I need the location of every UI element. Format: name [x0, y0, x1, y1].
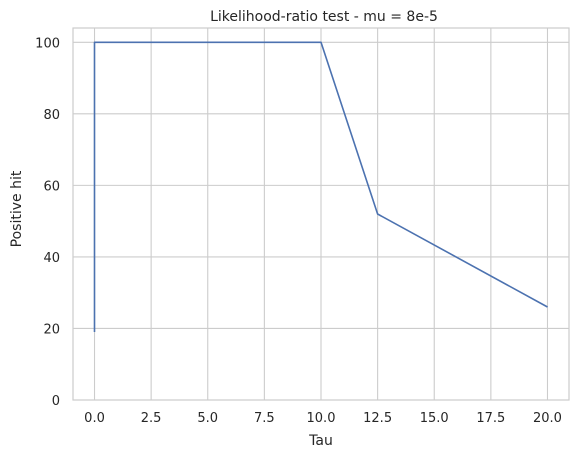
x-tick-labels: 0.0 2.5 5.0 7.5 10.0 12.5 15.0 17.5 20.0 [84, 411, 562, 426]
y-tick-label: 0 [52, 394, 60, 409]
x-tick-label: 0.0 [84, 411, 105, 426]
x-tick-label: 10.0 [307, 411, 336, 426]
x-tick-label: 20.0 [533, 411, 562, 426]
y-tick-label: 60 [43, 179, 60, 194]
x-tick-label: 17.5 [476, 411, 505, 426]
grid [73, 28, 569, 401]
plot-frame [72, 27, 570, 401]
y-axis-label: Positive hit [9, 170, 25, 247]
y-tick-label: 20 [43, 322, 60, 337]
y-tick-label: 100 [35, 36, 60, 51]
y-tick-label: 40 [43, 251, 60, 266]
series-layer [93, 41, 548, 332]
series-line-0 [93, 41, 548, 332]
x-tick-label: 7.5 [254, 411, 275, 426]
x-tick-label: 2.5 [141, 411, 162, 426]
y-tick-label: 80 [43, 108, 60, 123]
x-tick-label: 12.5 [363, 411, 392, 426]
x-axis-label: Tau [308, 433, 333, 449]
x-tick-label: 15.0 [420, 411, 449, 426]
y-tick-labels: 0 20 40 60 80 100 [35, 36, 60, 409]
chart-title: Likelihood-ratio test - mu = 8e-5 [210, 9, 438, 25]
x-tick-label: 5.0 [197, 411, 218, 426]
